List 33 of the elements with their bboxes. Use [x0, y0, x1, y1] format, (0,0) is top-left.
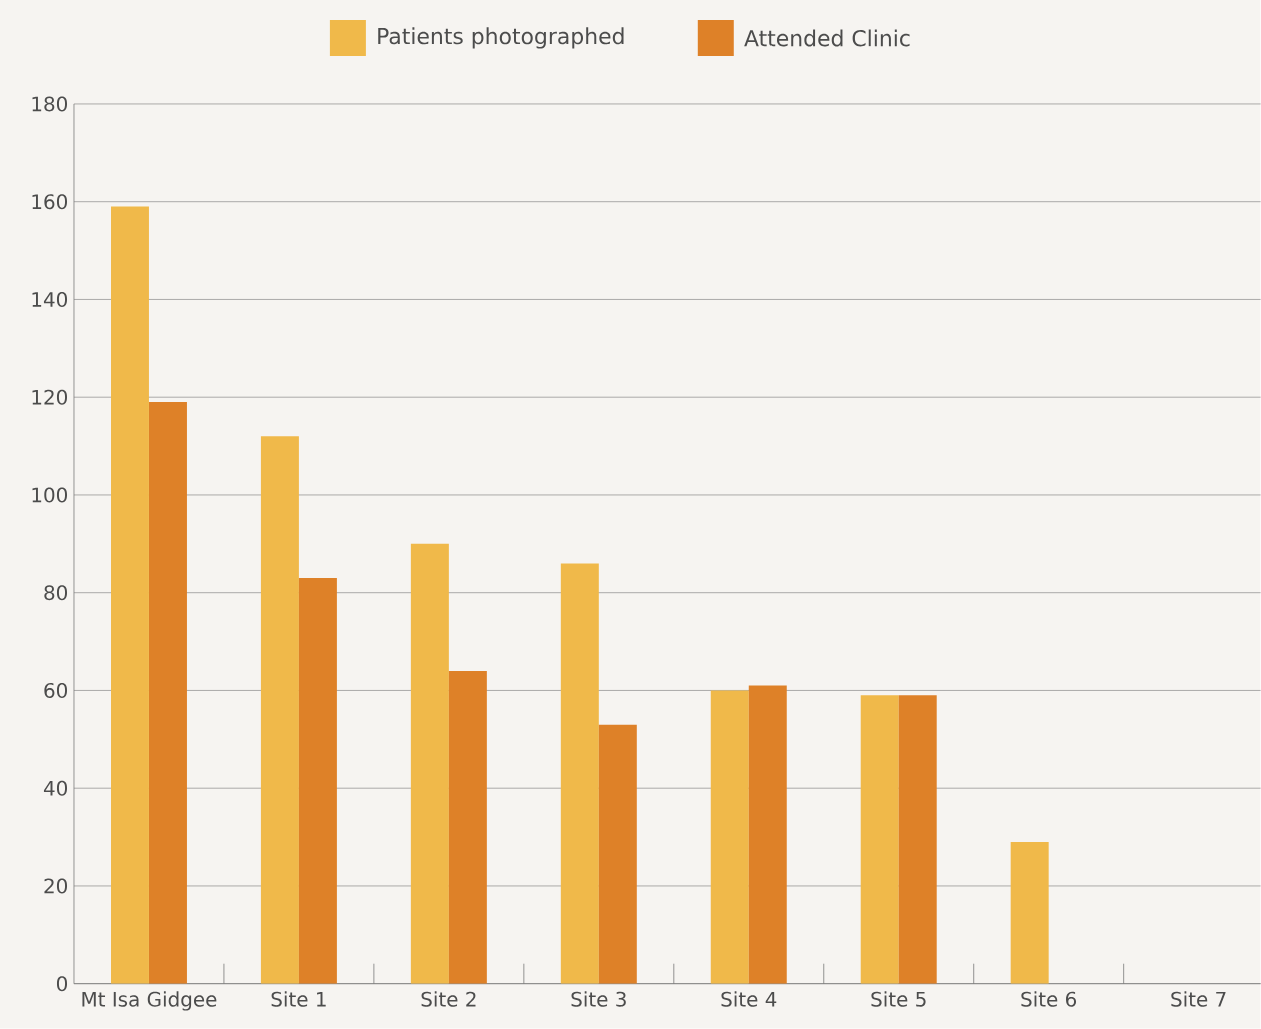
x-tick-label: Site 1 [271, 991, 326, 1007]
y-tick-label: 140 [32, 292, 68, 308]
bar [898, 695, 937, 984]
y-tick-label: 60 [44, 683, 68, 699]
legend-label: Patients photographed [378, 27, 624, 49]
x-tick-label: Site 5 [871, 991, 926, 1007]
y-tick-label: 100 [32, 487, 68, 503]
x-tick-label: Site 2 [421, 991, 476, 1007]
x-tick-label: Mt Isa Gidgee [82, 991, 217, 1011]
bar [710, 690, 749, 984]
bar [448, 671, 487, 984]
y-tick-label: 120 [32, 389, 68, 405]
bar [148, 402, 187, 984]
x-tick-label: Site 4 [721, 991, 777, 1007]
legend-label: Attended Clinic [744, 29, 910, 47]
x-tick-label: Site 7 [1171, 991, 1226, 1007]
y-tick-label: 20 [44, 878, 68, 894]
y-tick-label: 40 [43, 780, 68, 796]
bar [860, 695, 899, 984]
y-tick-label: 180 [32, 96, 68, 112]
bar [748, 685, 787, 984]
bar [560, 563, 599, 984]
y-tick-label: 160 [32, 194, 68, 210]
bar [410, 543, 449, 984]
bar [260, 436, 299, 984]
x-tick-label: Site 6 [1021, 991, 1077, 1007]
bar [110, 206, 149, 984]
x-tick-label: Site 3 [571, 991, 626, 1007]
bar [298, 578, 337, 984]
y-tick-label: 0 [56, 976, 68, 992]
y-tick-label: 80 [44, 585, 68, 601]
bar [598, 724, 637, 984]
bar [1010, 842, 1049, 984]
